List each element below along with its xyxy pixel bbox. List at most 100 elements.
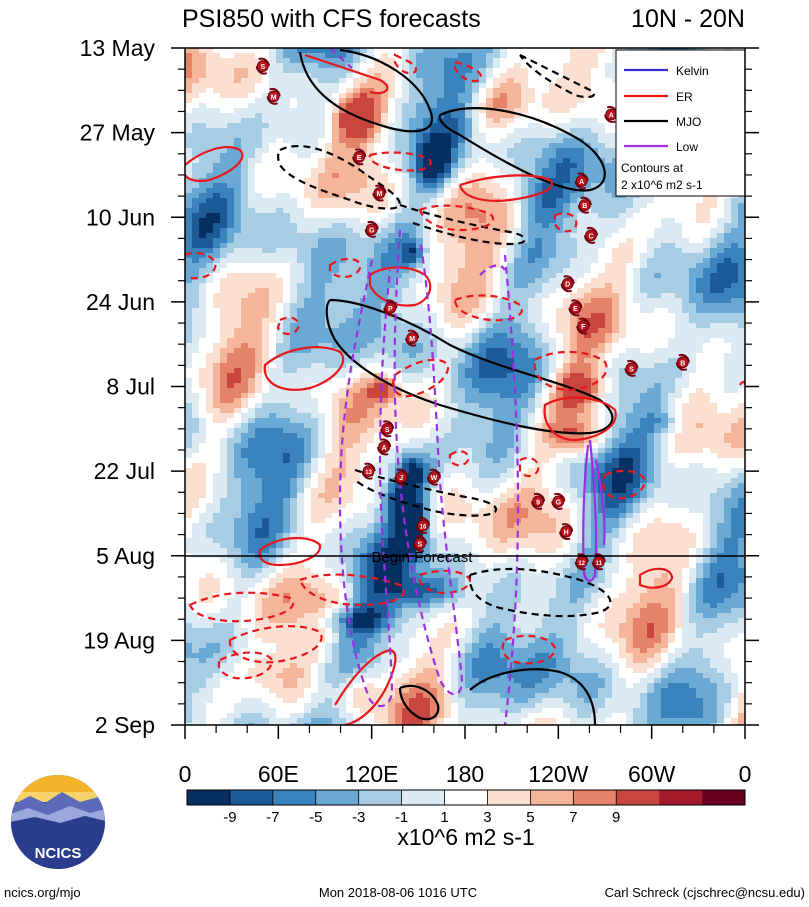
field-cell bbox=[241, 103, 249, 109]
field-cell bbox=[304, 323, 312, 329]
field-cell bbox=[675, 233, 683, 239]
field-cell bbox=[570, 88, 578, 94]
field-cell bbox=[647, 263, 655, 269]
field-cell bbox=[458, 333, 466, 339]
field-cell bbox=[262, 248, 270, 254]
field-cell bbox=[381, 283, 389, 289]
field-cell bbox=[500, 183, 508, 189]
field-cell bbox=[339, 138, 347, 144]
field-cell bbox=[304, 318, 312, 324]
field-cell bbox=[479, 258, 487, 264]
field-cell bbox=[346, 278, 354, 284]
chart-subtitle: 10N - 20N bbox=[631, 5, 745, 33]
field-cell bbox=[353, 48, 361, 54]
field-cell bbox=[626, 293, 634, 299]
field-cell bbox=[430, 123, 438, 129]
field-cell bbox=[451, 163, 459, 169]
field-cell bbox=[570, 178, 578, 184]
field-cell bbox=[584, 73, 592, 79]
field-cell bbox=[290, 193, 298, 199]
field-cell bbox=[710, 198, 718, 204]
field-cell bbox=[290, 183, 298, 189]
field-cell bbox=[598, 203, 606, 209]
field-cell bbox=[563, 93, 571, 99]
field-cell bbox=[241, 173, 249, 179]
field-cell bbox=[199, 133, 207, 139]
field-cell bbox=[528, 348, 536, 354]
field-cell bbox=[192, 283, 200, 289]
field-cell bbox=[360, 73, 368, 79]
field-cell bbox=[605, 48, 613, 54]
field-cell bbox=[395, 238, 403, 244]
field-cell bbox=[689, 228, 697, 234]
field-cell bbox=[367, 338, 375, 344]
field-cell bbox=[535, 253, 543, 259]
field-cell bbox=[507, 118, 515, 124]
field-cell bbox=[724, 203, 732, 209]
field-cell bbox=[381, 128, 389, 134]
field-cell bbox=[451, 103, 459, 109]
field-cell bbox=[395, 173, 403, 179]
field-cell bbox=[409, 213, 417, 219]
field-cell bbox=[402, 78, 410, 84]
field-cell bbox=[367, 168, 375, 174]
field-cell bbox=[682, 288, 690, 294]
field-cell bbox=[318, 293, 326, 299]
field-cell bbox=[626, 233, 634, 239]
field-cell bbox=[325, 268, 333, 274]
field-cell bbox=[605, 88, 613, 94]
field-cell bbox=[227, 208, 235, 214]
field-cell bbox=[647, 288, 655, 294]
field-cell bbox=[542, 258, 550, 264]
field-cell bbox=[465, 298, 473, 304]
field-cell bbox=[577, 118, 585, 124]
field-cell bbox=[717, 338, 725, 344]
field-cell bbox=[409, 208, 417, 214]
field-cell bbox=[675, 228, 683, 234]
field-cell bbox=[360, 248, 368, 254]
field-cell bbox=[717, 223, 725, 229]
field-cell bbox=[227, 198, 235, 204]
field-cell bbox=[437, 123, 445, 129]
field-cell bbox=[486, 203, 494, 209]
field-cell bbox=[325, 228, 333, 234]
field-cell bbox=[297, 153, 305, 159]
field-cell bbox=[395, 178, 403, 184]
field-cell bbox=[213, 118, 221, 124]
field-cell bbox=[591, 208, 599, 214]
field-cell bbox=[570, 248, 578, 254]
field-cell bbox=[276, 88, 284, 94]
field-cell bbox=[458, 138, 466, 144]
field-cell bbox=[304, 328, 312, 334]
field-cell bbox=[444, 268, 452, 274]
field-cell bbox=[493, 48, 501, 54]
field-cell bbox=[626, 313, 634, 319]
field-cell bbox=[542, 118, 550, 124]
field-cell bbox=[731, 268, 739, 274]
field-cell bbox=[304, 248, 312, 254]
field-cell bbox=[430, 53, 438, 59]
field-cell bbox=[402, 308, 410, 314]
field-cell bbox=[689, 348, 697, 354]
field-cell bbox=[185, 73, 193, 79]
field-cell bbox=[472, 153, 480, 159]
field-cell bbox=[423, 133, 431, 139]
field-cell bbox=[465, 58, 473, 64]
field-cell bbox=[605, 253, 613, 259]
field-cell bbox=[472, 248, 480, 254]
field-cell bbox=[486, 333, 494, 339]
field-cell bbox=[451, 133, 459, 139]
field-cell bbox=[598, 98, 606, 104]
field-cell bbox=[521, 133, 529, 139]
field-cell bbox=[465, 258, 473, 264]
field-cell bbox=[255, 153, 263, 159]
field-cell bbox=[549, 213, 557, 219]
field-cell bbox=[374, 63, 382, 69]
field-cell bbox=[241, 188, 249, 194]
field-cell bbox=[395, 163, 403, 169]
field-cell bbox=[465, 333, 473, 339]
field-cell bbox=[507, 193, 515, 199]
field-cell bbox=[612, 333, 620, 339]
field-cell bbox=[346, 58, 354, 64]
field-cell bbox=[591, 193, 599, 199]
